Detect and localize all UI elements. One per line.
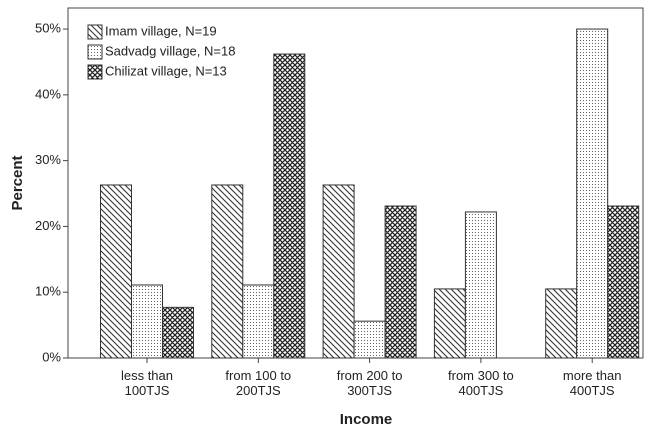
y-tick-label: 20%	[35, 218, 61, 233]
y-tick-label: 40%	[35, 86, 61, 101]
legend-swatch	[87, 44, 103, 60]
x-tick-label: less than 100TJS	[121, 368, 173, 398]
bar	[545, 288, 578, 359]
bar	[131, 284, 163, 359]
x-tick-label: from 200 to 300TJS	[337, 368, 403, 398]
bar	[273, 53, 306, 359]
bar	[576, 28, 609, 359]
bar	[353, 320, 386, 359]
x-tick-label: from 300 to 400TJS	[448, 368, 514, 398]
bar	[464, 211, 497, 359]
y-axis-title: Percent	[9, 155, 26, 210]
legend-swatch	[87, 64, 103, 80]
y-tick-label: 10%	[35, 284, 61, 299]
y-tick-label: 50%	[35, 20, 61, 35]
bar	[384, 205, 417, 359]
legend-swatch	[87, 24, 103, 40]
bar	[242, 284, 275, 359]
bar	[211, 184, 244, 359]
y-tick-label: 0%	[42, 349, 61, 364]
x-axis-title: Income	[340, 411, 393, 428]
bar	[322, 184, 355, 359]
legend-label: Sadvadg village, N=18	[105, 43, 235, 58]
bar	[100, 184, 132, 359]
bar	[162, 306, 194, 359]
legend-label: Chilizat village, N=13	[105, 63, 227, 78]
x-tick-label: more than 400TJS	[563, 368, 622, 398]
bar	[433, 288, 466, 359]
x-tick-label: from 100 to 200TJS	[225, 368, 291, 398]
y-tick-label: 30%	[35, 152, 61, 167]
legend-label: Imam village, N=19	[105, 23, 217, 38]
bar	[607, 205, 640, 359]
